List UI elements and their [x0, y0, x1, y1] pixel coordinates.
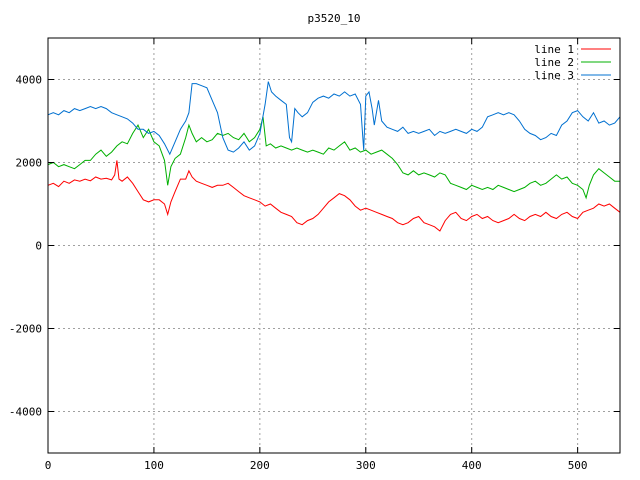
x-tick-label: 300	[356, 459, 376, 472]
y-tick-label: 4000	[16, 74, 43, 87]
y-tick-label: -2000	[9, 323, 42, 336]
x-tick-label: 0	[45, 459, 52, 472]
axis-ticks: 0 100 200 300 400 500 -4000 -2000 0 2000 4000	[9, 38, 620, 472]
legend-label-1: line 1	[534, 43, 574, 56]
legend-label-2: line 2	[534, 56, 574, 69]
x-tick-label: 200	[250, 459, 270, 472]
x-tick-label: 100	[144, 459, 164, 472]
series-3-line	[47, 81, 621, 156]
x-tick-label: 500	[568, 459, 588, 472]
series-1-line	[47, 160, 621, 232]
chart-title: p3520_10	[308, 12, 361, 25]
y-tick-label: -4000	[9, 406, 42, 419]
legend-label-3: line 3	[534, 69, 574, 82]
y-tick-label: 2000	[16, 157, 43, 170]
grid-lines	[48, 38, 620, 453]
series-lines	[47, 81, 621, 232]
x-tick-label: 400	[462, 459, 482, 472]
y-tick-label: 0	[35, 240, 42, 253]
